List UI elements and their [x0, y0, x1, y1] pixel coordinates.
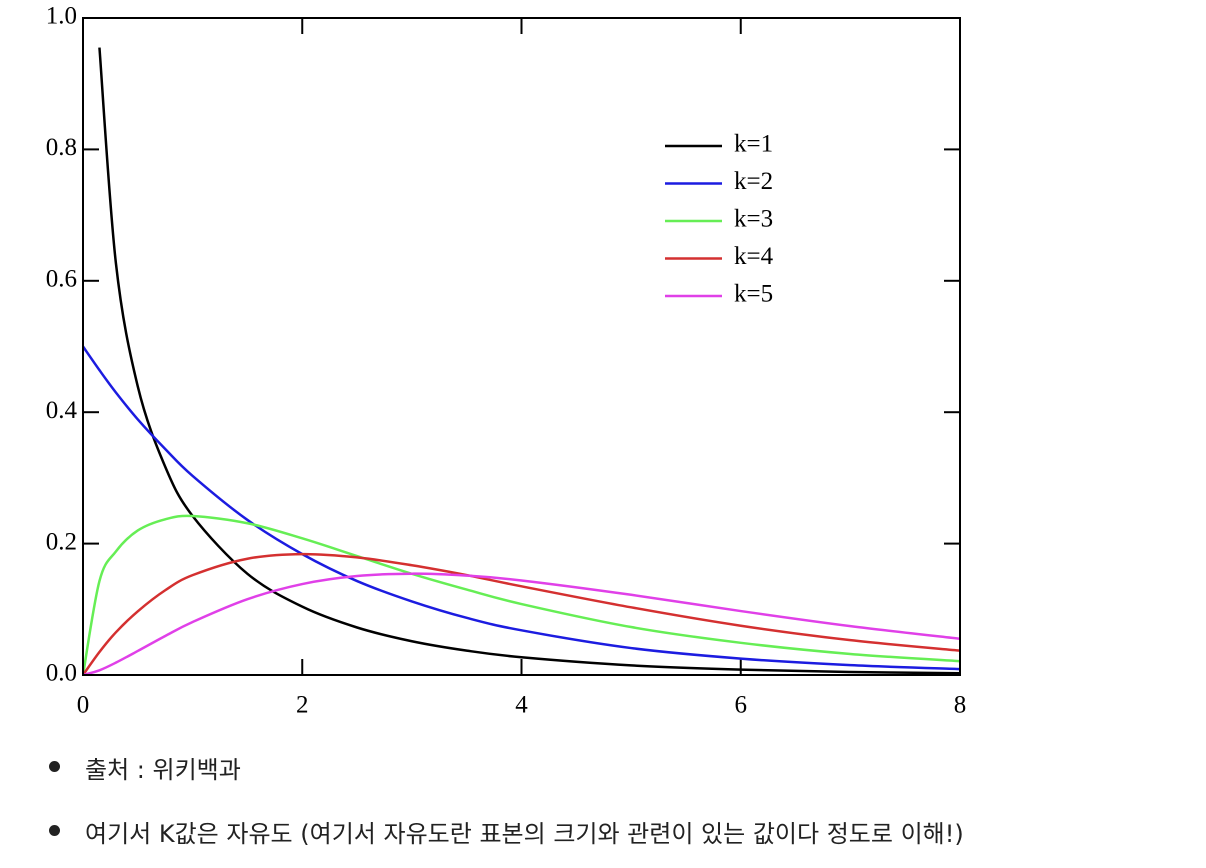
- x-tick-label: 8: [954, 692, 967, 719]
- x-tick-label: 2: [296, 692, 309, 719]
- legend-label: k=5: [734, 281, 773, 308]
- x-tick-label: 4: [515, 692, 528, 719]
- series-line: [83, 552, 960, 675]
- plot-frame: [82, 17, 961, 676]
- y-tick-label: 0.0: [46, 660, 77, 687]
- chart: 0.0 0.2 0.4 0.6 0.8 1.0 0 2 4 6 8 k=1 k=2 k=3 k=4 k=5: [46, 3, 967, 719]
- bullet-text: 여기서 K값은 자유도 (여기서 자유도란 표본의 크기와 관련이 있는 값이다…: [85, 820, 964, 848]
- y-tick-label: 0.4: [46, 397, 78, 424]
- series-line: [83, 514, 960, 675]
- y-tick-label: 1.0: [46, 3, 77, 30]
- series-line: [83, 572, 960, 675]
- y-tick-label: 0.8: [46, 134, 77, 161]
- legend-label: k=1: [734, 131, 773, 158]
- bullet-dot: [49, 761, 60, 772]
- y-tick-label: 0.6: [46, 266, 77, 293]
- series-line: [98, 47, 960, 675]
- legend-label: k=4: [734, 243, 774, 270]
- series-line: [83, 345, 960, 671]
- legend-label: k=3: [734, 206, 773, 233]
- bullet-dot: [49, 825, 60, 836]
- x-tick-label: 6: [735, 692, 748, 719]
- x-tick-label: 0: [77, 692, 90, 719]
- legend-label: k=2: [734, 168, 773, 195]
- bullet-text: 출처 : 위키백과: [85, 756, 241, 784]
- y-tick-label: 0.2: [46, 528, 77, 555]
